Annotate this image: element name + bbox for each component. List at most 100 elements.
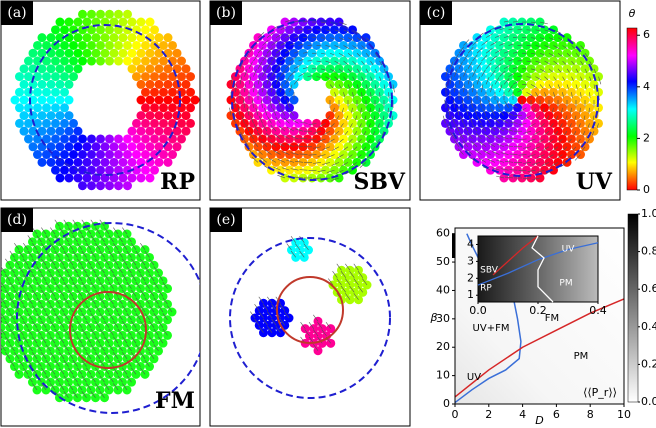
particle xyxy=(181,95,191,105)
spin-arrow xyxy=(260,157,268,163)
particle xyxy=(33,87,42,97)
inset-y-tick-label: 4 xyxy=(467,237,474,250)
spin-arrow xyxy=(308,138,317,141)
panel-label: (a) xyxy=(7,5,26,21)
particle xyxy=(55,173,65,183)
particle xyxy=(55,64,65,74)
spin-arrow xyxy=(117,313,123,320)
spin-arrow xyxy=(90,375,96,383)
particle xyxy=(55,17,65,27)
spin-arrow xyxy=(54,235,60,243)
particle xyxy=(154,126,164,136)
particle xyxy=(37,126,47,136)
spin-arrow xyxy=(479,99,482,108)
spin-arrow xyxy=(476,76,480,85)
spin-arrow xyxy=(275,62,282,70)
spin-arrow xyxy=(313,146,322,149)
spin-arrow xyxy=(518,169,527,171)
spin-arrow xyxy=(523,115,532,120)
spin-arrow xyxy=(63,313,69,320)
particle xyxy=(123,165,132,175)
particle xyxy=(87,134,96,144)
spin-arrow xyxy=(122,243,128,250)
particle xyxy=(33,150,42,160)
spin-arrow xyxy=(72,219,78,227)
particle xyxy=(100,33,110,43)
spin-arrow xyxy=(68,367,74,375)
spin-arrow xyxy=(262,318,268,326)
spin-arrow xyxy=(158,336,164,344)
spin-arrow xyxy=(275,48,283,54)
spin-arrow xyxy=(262,54,268,62)
colorbar-label: ⟨⟨P_r⟩⟩ xyxy=(583,386,617,399)
inset-region-label: SBV xyxy=(480,266,499,276)
spin-arrow xyxy=(27,328,33,336)
particle xyxy=(163,79,173,89)
spin-arrow xyxy=(490,55,497,62)
spin-arrow xyxy=(81,313,87,320)
spin-arrow xyxy=(352,29,360,35)
spin-arrow xyxy=(484,133,491,140)
spin-arrow xyxy=(9,297,15,305)
spin-arrow xyxy=(162,328,168,336)
spin-arrow xyxy=(50,289,56,297)
spin-arrow xyxy=(90,281,96,289)
particle xyxy=(55,48,65,58)
inset-x-tick-label: 0.4 xyxy=(589,304,607,317)
spin-arrow xyxy=(463,54,469,62)
spin-arrow xyxy=(496,143,505,148)
spin-arrow xyxy=(482,108,487,116)
spin-arrow xyxy=(340,270,346,278)
spin-arrow xyxy=(68,274,74,282)
particle xyxy=(127,173,137,183)
particles xyxy=(229,235,391,399)
spin-arrow xyxy=(454,68,458,77)
spin-arrow xyxy=(458,76,462,85)
spin-arrow xyxy=(248,132,254,140)
spin-arrow xyxy=(349,270,355,278)
spin-arrow xyxy=(353,278,359,286)
spin-arrow xyxy=(95,227,101,235)
spin-arrow xyxy=(95,336,101,344)
spin-arrow xyxy=(126,328,132,336)
particle xyxy=(51,134,60,144)
spin-arrow xyxy=(345,293,351,300)
particle xyxy=(168,103,177,113)
particle xyxy=(150,118,159,128)
particle xyxy=(69,25,78,35)
spin-arrow xyxy=(300,321,306,329)
spin-arrow xyxy=(63,266,69,274)
spin-arrow xyxy=(9,359,15,367)
particle xyxy=(33,40,42,50)
particle xyxy=(154,111,164,121)
region-label: UV+FM xyxy=(473,323,510,334)
particle xyxy=(42,87,51,97)
spin-arrow xyxy=(286,126,295,132)
spin-arrow xyxy=(81,250,87,258)
line xyxy=(454,298,625,398)
particle xyxy=(127,126,137,136)
spin-arrow xyxy=(104,227,110,235)
spin-arrow xyxy=(481,69,486,77)
spin-arrow xyxy=(122,367,128,375)
spin-arrow xyxy=(27,281,33,289)
spin-arrow xyxy=(254,318,260,326)
particle xyxy=(73,17,83,27)
spin-arrow xyxy=(532,177,541,181)
particle xyxy=(105,134,114,144)
spin-arrow xyxy=(95,367,101,375)
particle xyxy=(69,118,78,128)
spin-arrow xyxy=(451,115,455,124)
particle xyxy=(123,9,132,19)
spin-arrow xyxy=(499,84,503,93)
x-tick-label: 10 xyxy=(617,408,631,421)
spin-arrow xyxy=(153,328,159,336)
spin-arrow xyxy=(99,250,105,258)
spin-arrow xyxy=(32,227,38,235)
dashed-circle xyxy=(445,23,599,177)
inset-y-tick-label: 2 xyxy=(467,271,474,284)
spin-arrow xyxy=(113,336,119,344)
spin-arrow xyxy=(343,45,351,50)
spin-arrow xyxy=(126,359,132,367)
particle xyxy=(37,95,47,105)
